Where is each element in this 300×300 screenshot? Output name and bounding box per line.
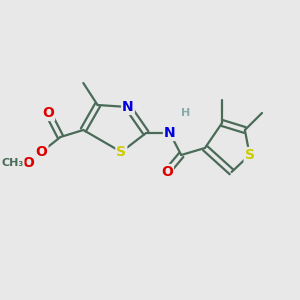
Text: CH₃: CH₃ [2, 158, 24, 168]
Text: O: O [161, 165, 173, 179]
Text: O: O [22, 156, 34, 170]
Text: N: N [122, 100, 134, 114]
Text: H: H [181, 108, 190, 118]
Text: S: S [116, 145, 126, 159]
Text: S: S [244, 148, 255, 162]
Text: O: O [36, 145, 47, 159]
Text: N: N [164, 126, 176, 140]
Text: O: O [42, 106, 54, 120]
